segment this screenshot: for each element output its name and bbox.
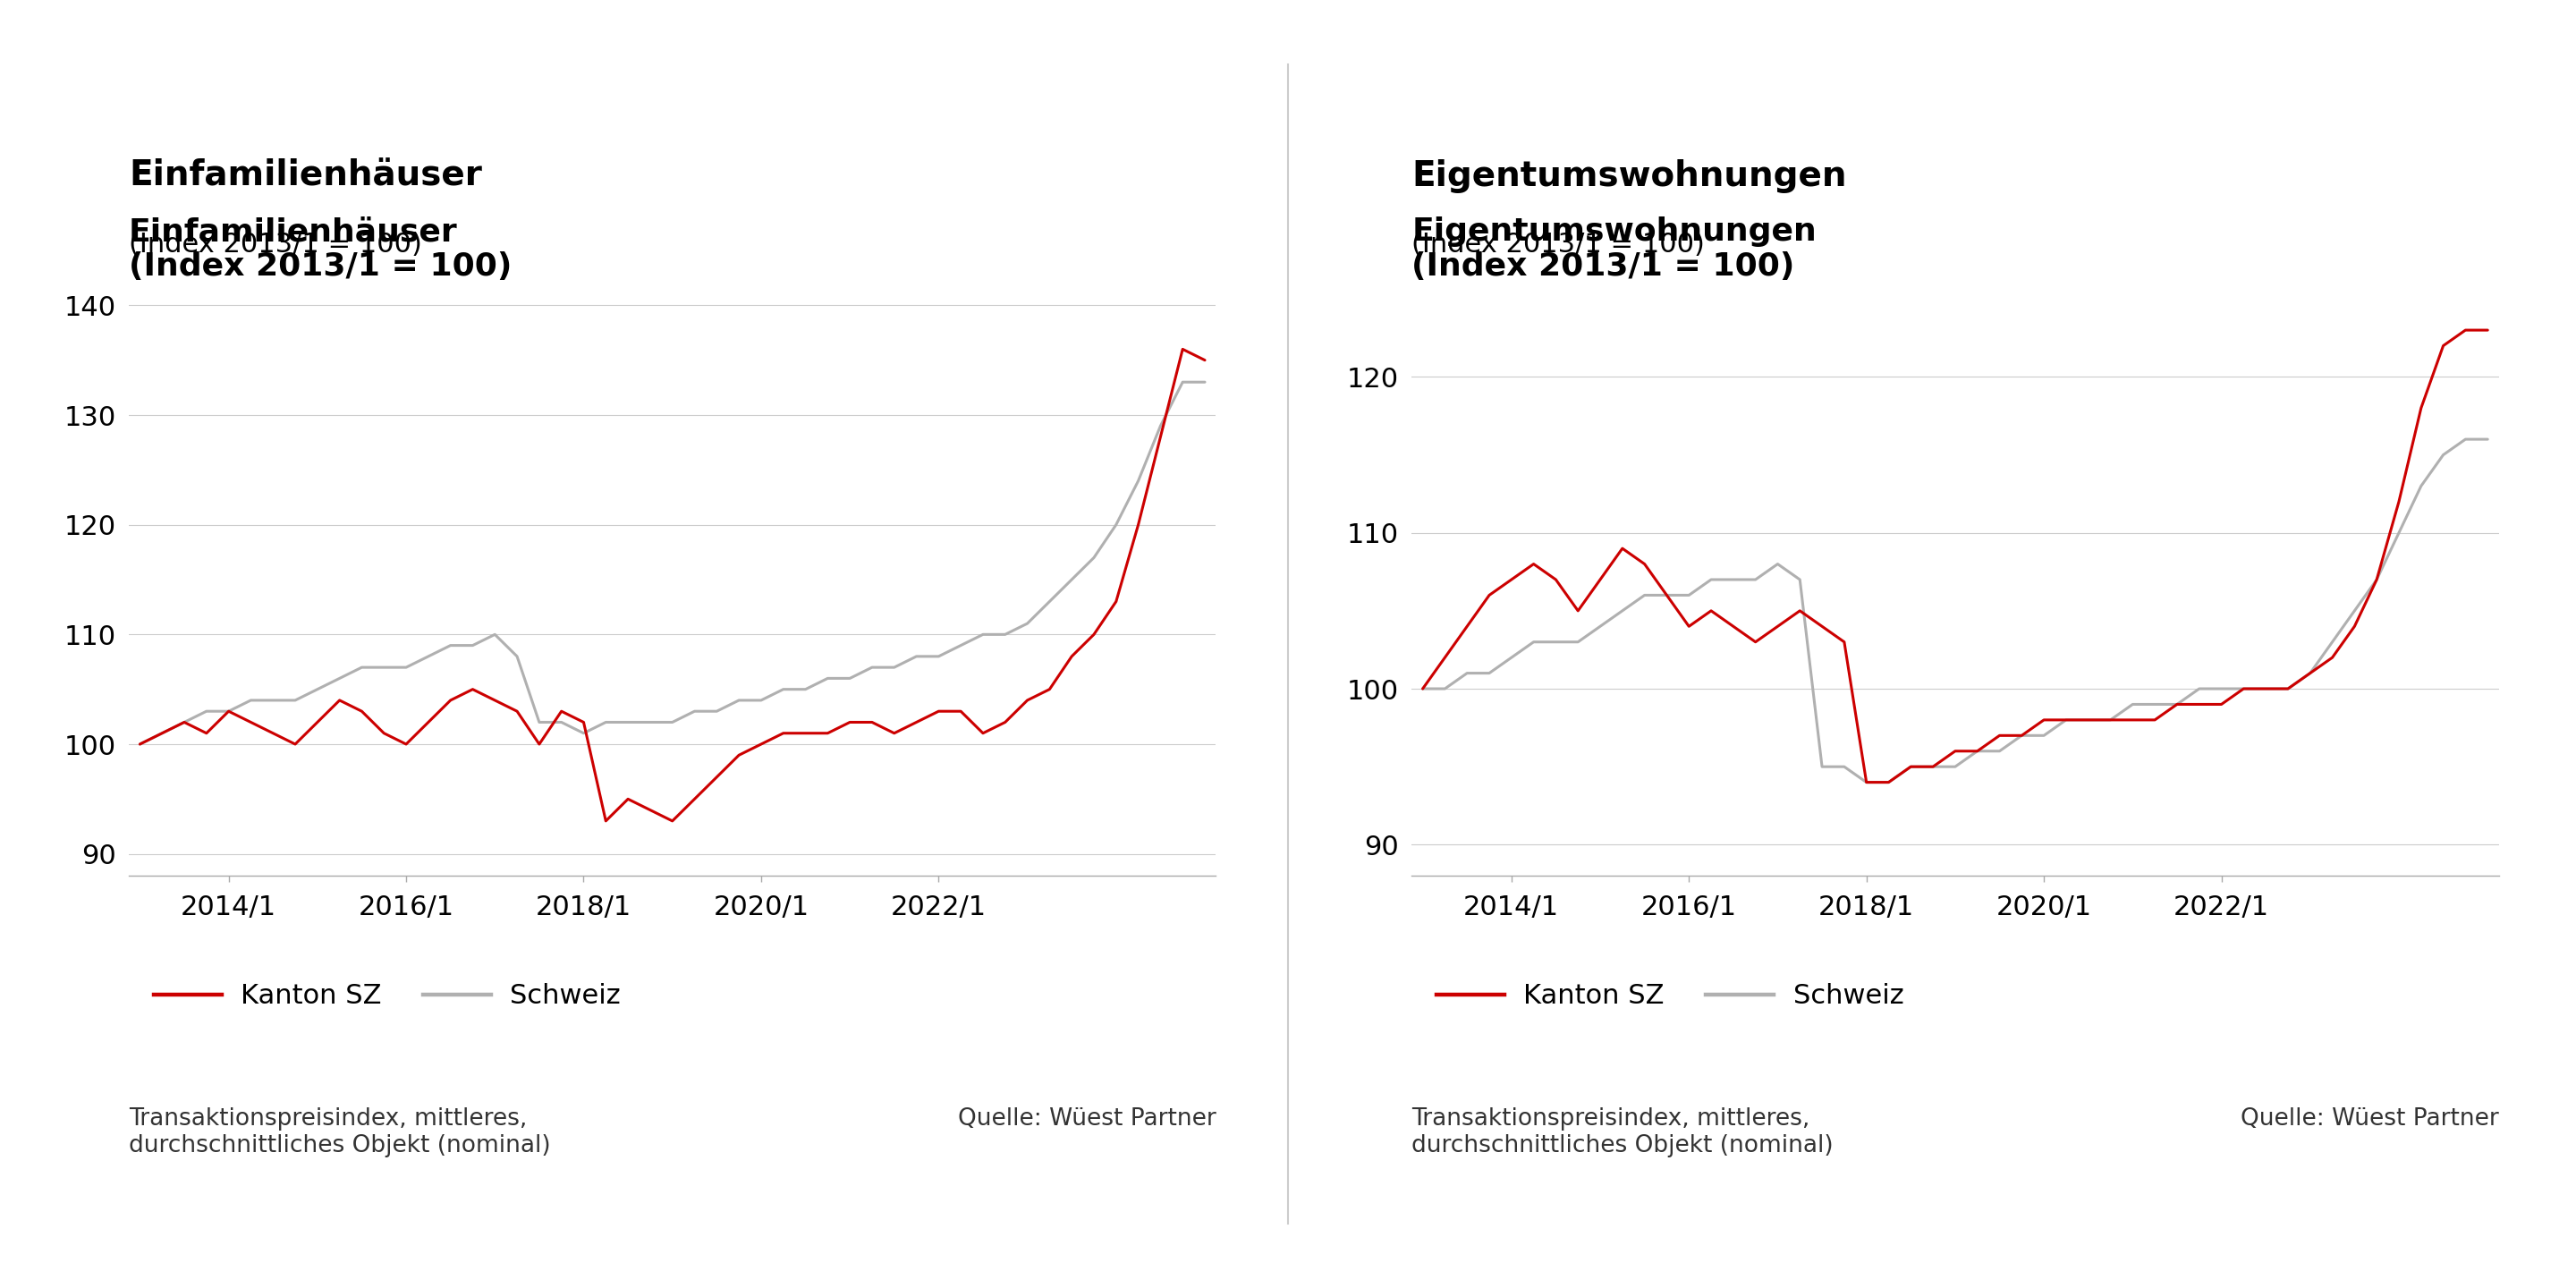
Text: (Index 2013/1 = 100): (Index 2013/1 = 100) [1412,232,1705,258]
Text: Transaktionspreisindex, mittleres,
durchschnittliches Objekt (nominal): Transaktionspreisindex, mittleres, durch… [129,1108,551,1158]
Text: Transaktionspreisindex, mittleres,
durchschnittliches Objekt (nominal): Transaktionspreisindex, mittleres, durch… [1412,1108,1834,1158]
Text: Einfamilienhäuser: Einfamilienhäuser [129,160,482,193]
Text: Quelle: Wüest Partner: Quelle: Wüest Partner [2241,1108,2499,1131]
Text: Quelle: Wüest Partner: Quelle: Wüest Partner [958,1108,1216,1131]
Legend: Kanton SZ, Schweiz: Kanton SZ, Schweiz [1425,972,1914,1020]
Text: Eigentumswohnungen
(Index 2013/1 = 100): Eigentumswohnungen (Index 2013/1 = 100) [1412,216,1816,282]
Text: Einfamilienhäuser
(Index 2013/1 = 100): Einfamilienhäuser (Index 2013/1 = 100) [129,216,513,282]
Text: (Index 2013/1 = 100): (Index 2013/1 = 100) [129,232,422,258]
Legend: Kanton SZ, Schweiz: Kanton SZ, Schweiz [142,972,631,1020]
Text: Eigentumswohnungen: Eigentumswohnungen [1412,160,1847,193]
